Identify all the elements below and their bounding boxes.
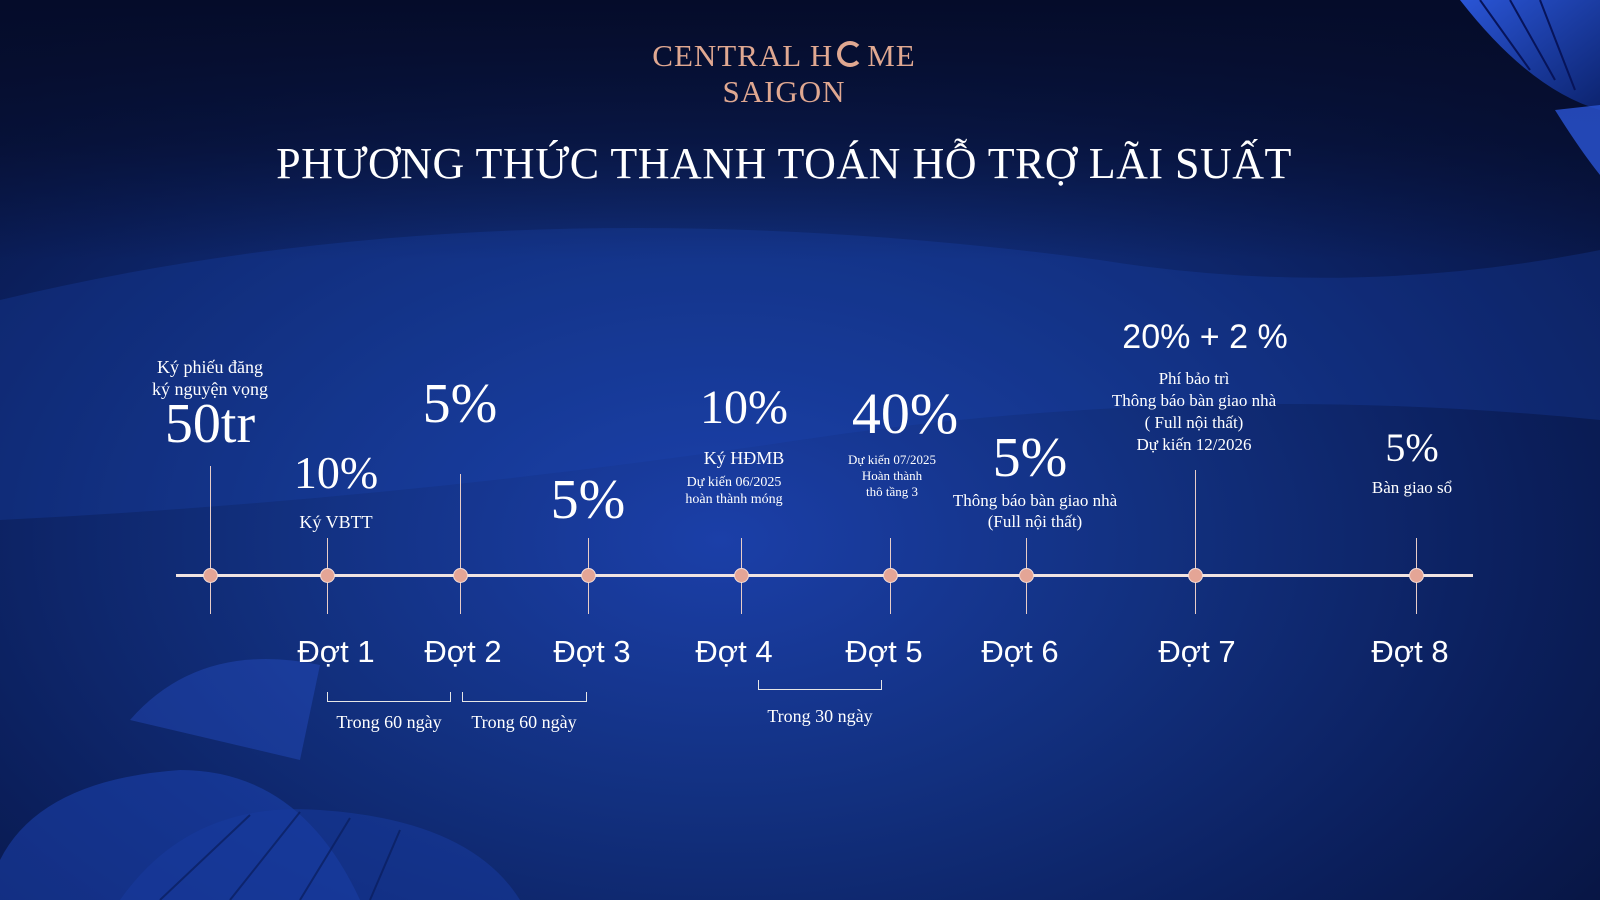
fan-bottom-left-icon: [130, 659, 320, 760]
page-title: PHƯƠNG THỨC THANH TOÁN HỖ TRỢ LÃI SUẤT: [276, 139, 1292, 188]
interval-bracket-1: [327, 692, 451, 702]
installment-5-marker: [883, 568, 898, 583]
installment-4-marker: [734, 568, 749, 583]
brand-logo: CENTRAL H ME SAIGON: [0, 38, 1568, 110]
installment-3-label: Đợt 3: [553, 634, 631, 669]
installment-5-percent: 40%: [851, 381, 959, 446]
installment-5-note-2: Hoàn thành: [861, 468, 923, 483]
deposit-label: Ký phiếu đăng ký nguyện vọng: [140, 356, 280, 400]
installment-4-note-1: Ký HĐMB: [703, 448, 785, 468]
installment-7-note-3: ( Full nội thất): [1144, 413, 1244, 432]
installment-3-percent: 5%: [550, 469, 626, 531]
installment-6-note-1: Thông báo bàn giao nhà: [952, 491, 1118, 510]
deposit-stem: [210, 466, 211, 614]
deposit-label-line2: ký nguyện vọng: [152, 379, 268, 399]
installment-5-note-1: Dự kiến 07/2025: [848, 452, 936, 467]
installment-6-note-2: (Full nội thất): [987, 512, 1083, 531]
timeline-axis: [176, 574, 1473, 577]
installment-6-notes: Thông báo bàn giao nhà (Full nội thất): [930, 490, 1140, 532]
installment-7-stem: [1195, 470, 1196, 614]
deposit-label-line1: Ký phiếu đăng: [157, 357, 263, 377]
installment-1-percent: 10%: [293, 447, 379, 498]
brand-name-part1: CENTRAL H: [652, 38, 834, 73]
brand-name-part2: ME: [867, 38, 916, 73]
brand-city: SAIGON: [722, 74, 846, 109]
installment-7-note-1: Phí bảo trì: [1158, 369, 1230, 388]
interval-label-2: Trong 60 ngày: [471, 712, 577, 732]
installment-7-label: Đợt 7: [1158, 634, 1236, 669]
installment-6-label: Đợt 6: [981, 634, 1059, 669]
installment-1-label: Đợt 1: [297, 634, 375, 669]
installment-6-marker: [1019, 568, 1034, 583]
installment-7-note-4: Dự kiến 12/2026: [1136, 435, 1252, 454]
deposit-marker: [203, 568, 218, 583]
installment-2-stem: [460, 474, 461, 614]
installment-8-marker: [1409, 568, 1424, 583]
installment-7-notes: Phí bảo trì Thông báo bàn giao nhà ( Ful…: [1084, 368, 1304, 456]
installment-5-label: Đợt 5: [845, 634, 923, 669]
interval-bracket-3: [758, 680, 882, 690]
installment-5-notes: Dự kiến 07/2025 Hoàn thành thô tầng 3: [812, 452, 972, 500]
installment-7-marker: [1188, 568, 1203, 583]
installment-5-note-3: thô tầng 3: [866, 484, 918, 499]
interval-label-1: Trong 60 ngày: [336, 712, 442, 732]
installment-1-note: Ký VBTT: [299, 512, 373, 532]
installment-6-percent: 5%: [992, 427, 1068, 489]
installment-4-notes: Dự kiến 06/2025 hoàn thành móng: [654, 474, 814, 508]
fan-top-right-icon: [1460, 0, 1600, 110]
installment-7-percent: 20% + 2 %: [1122, 318, 1288, 356]
interval-bracket-2: [462, 692, 587, 702]
installment-3-marker: [581, 568, 596, 583]
installment-2-marker: [453, 568, 468, 583]
installment-2-percent: 5%: [422, 373, 498, 435]
interval-label-3: Trong 30 ngày: [767, 706, 873, 726]
installment-8-note: Bàn giao sổ: [1371, 478, 1453, 497]
brand-o-mark-icon: [837, 41, 864, 67]
installment-8-percent: 5%: [1385, 425, 1439, 470]
installment-2-label: Đợt 2: [424, 634, 502, 669]
background-shade: [0, 0, 1600, 260]
installment-4-percent: 10%: [700, 381, 788, 434]
installment-4-note-2: Dự kiến 06/2025: [686, 475, 782, 490]
installment-4-note-3: hoàn thành móng: [685, 492, 783, 507]
installment-7-note-2: Thông báo bàn giao nhà: [1111, 391, 1277, 410]
installment-8-label: Đợt 8: [1371, 634, 1449, 669]
deposit-amount: 50tr: [164, 393, 256, 455]
installment-4-label: Đợt 4: [695, 634, 773, 669]
installment-1-marker: [320, 568, 335, 583]
